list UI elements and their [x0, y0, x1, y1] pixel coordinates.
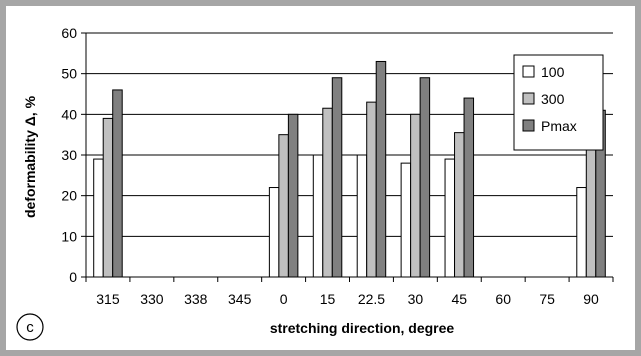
y-axis-title: deformability Δ, %	[22, 95, 38, 218]
y-tick-labels: 0 10 20 30 40 50 60	[61, 25, 77, 285]
bar-300-0	[278, 134, 289, 278]
x-tick-label: 45	[452, 291, 468, 307]
bar-100-90	[576, 187, 587, 278]
x-tick-label: 90	[583, 291, 599, 307]
bar-100-315	[93, 158, 104, 278]
x-tick-label: 0	[280, 291, 288, 307]
bar-pmax-315	[112, 89, 123, 278]
axes-group	[81, 32, 614, 282]
legend-label-300: 300	[541, 91, 565, 107]
bar-pmax-45	[463, 97, 475, 278]
bar-300-45	[454, 132, 465, 278]
bar-300-30	[410, 113, 421, 278]
y-tick-label: 30	[61, 147, 77, 163]
panel-label: c	[16, 313, 44, 341]
x-tick-label: 345	[228, 291, 252, 307]
y-tick-label: 60	[61, 25, 77, 41]
x-tick-label: 75	[539, 291, 555, 307]
x-axis-title: stretching direction, degree	[270, 320, 455, 336]
panel-label-text: c	[26, 319, 34, 336]
x-tick-label: 22.5	[358, 291, 385, 307]
x-tick-labels: 315 330 338 345 0 15 22.5 30 45 60 75 90	[96, 291, 599, 307]
y-tick-label: 50	[61, 66, 77, 82]
bar-pmax-15	[331, 77, 343, 278]
x-tick-label: 330	[140, 291, 164, 307]
bars-group	[93, 60, 606, 278]
x-tick-label: 338	[184, 291, 208, 307]
bar-100-22.5	[356, 154, 368, 278]
y-tick-label: 10	[61, 228, 77, 244]
bar-300-15	[322, 107, 333, 278]
bar-pmax-0	[287, 113, 299, 278]
legend-label-pmax: Pmax	[541, 118, 577, 134]
legend-swatch-300	[522, 92, 535, 105]
bar-300-22.5	[366, 101, 377, 278]
bar-300-315	[102, 117, 114, 278]
bar-100-0	[268, 187, 280, 278]
panel-label-circle	[16, 313, 44, 341]
x-tick-label: 60	[495, 291, 511, 307]
bar-pmax-22.5	[375, 60, 387, 278]
x-tick-label: 30	[408, 291, 424, 307]
legend-label-100: 100	[541, 64, 565, 80]
bar-100-15	[312, 154, 324, 278]
y-tick-label: 40	[61, 106, 77, 122]
y-tick-label: 0	[69, 269, 77, 285]
x-tick-label: 15	[320, 291, 336, 307]
bar-100-30	[400, 162, 412, 278]
grid-lines	[86, 32, 613, 237]
x-tick-label: 315	[96, 291, 120, 307]
bar-pmax-30	[419, 77, 431, 278]
legend-swatch-pmax	[522, 119, 535, 132]
legend: 100 300 Pmax	[513, 54, 604, 151]
y-tick-label: 20	[61, 188, 77, 204]
bar-100-45	[444, 158, 456, 278]
legend-swatch-100	[522, 65, 535, 78]
